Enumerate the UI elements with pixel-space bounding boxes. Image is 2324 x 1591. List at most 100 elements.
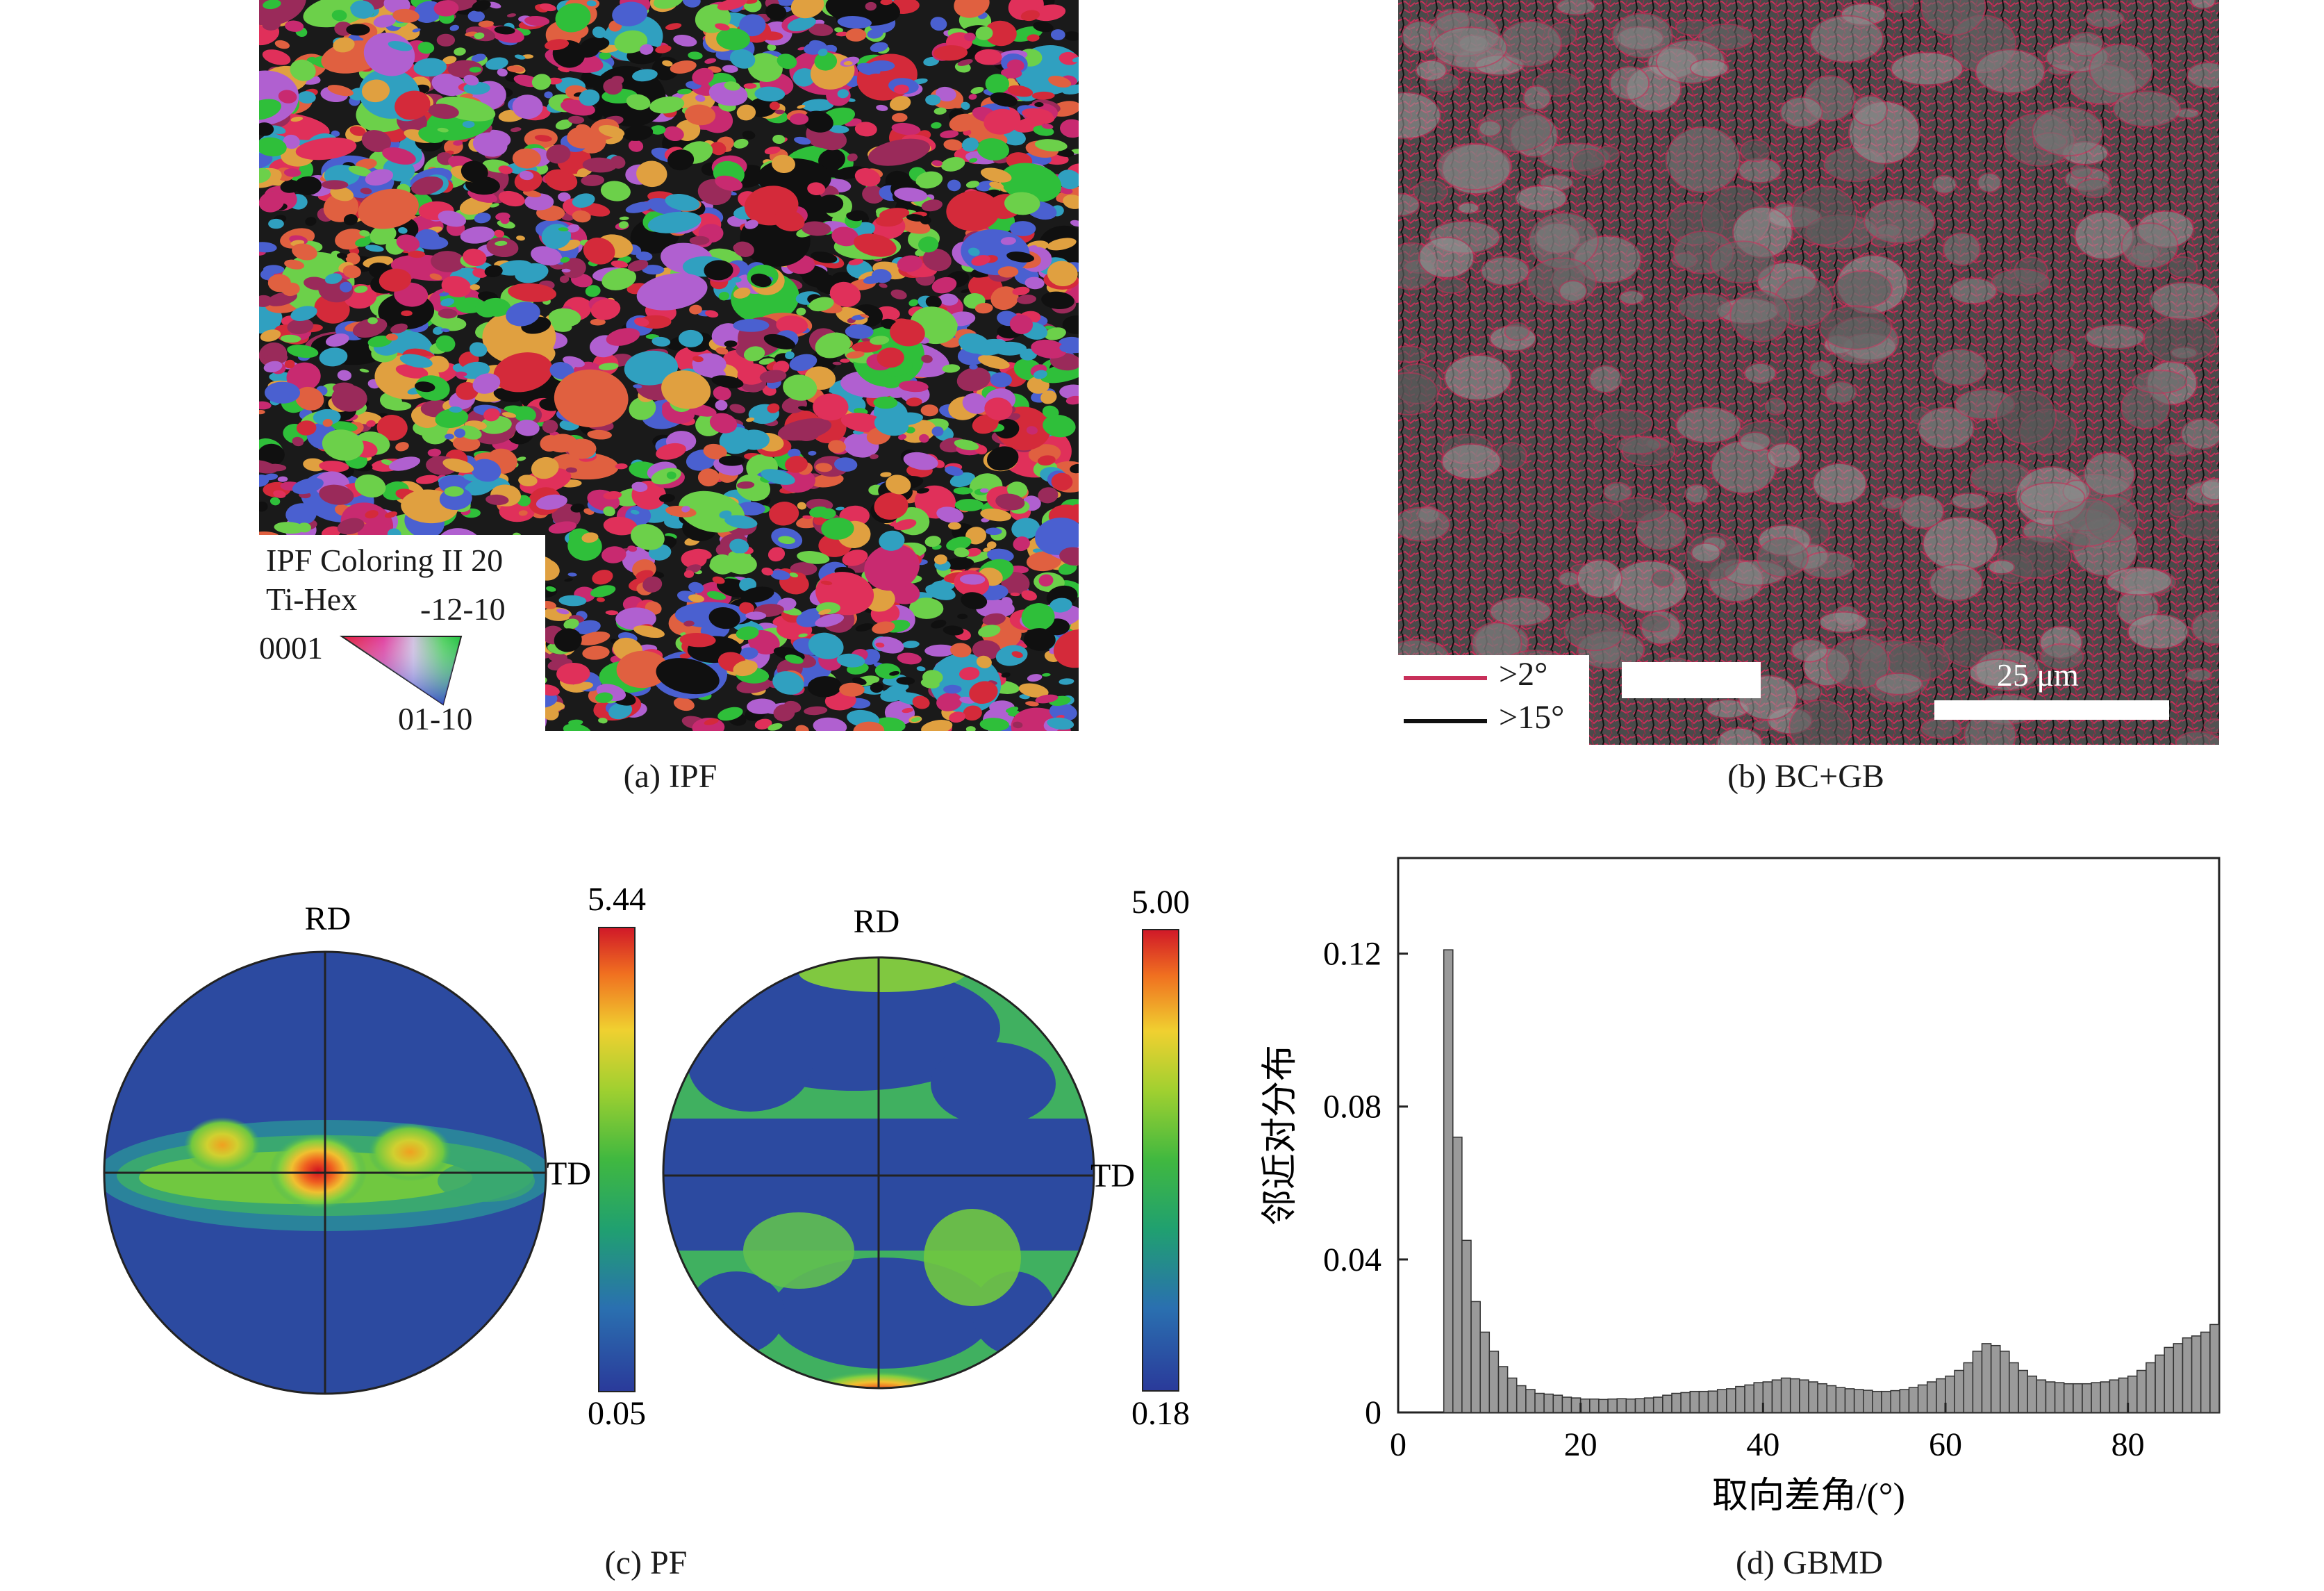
ipf-grain <box>715 175 743 191</box>
ipf-grain <box>733 318 770 332</box>
ipf-grain <box>330 421 358 432</box>
ipf-grain <box>495 240 508 246</box>
ipf-grain <box>274 522 305 534</box>
ipf-grain <box>360 188 372 195</box>
ipf-grain <box>1035 694 1059 704</box>
bc-grain <box>1556 0 1596 16</box>
bc-grain <box>1618 290 1645 306</box>
ipf-grain <box>630 509 640 515</box>
ipf-grain <box>870 336 890 345</box>
ipf-grain <box>636 273 708 311</box>
ipf-grain <box>880 472 892 477</box>
ipf-grain <box>804 706 828 716</box>
bc-grain <box>1826 638 1891 689</box>
ipf-grain <box>972 414 999 434</box>
ipf-grain <box>336 253 348 259</box>
ipf-grain <box>864 544 920 591</box>
gb-legend: >2° >15° <box>1398 655 1589 745</box>
ipf-grain <box>1024 628 1056 651</box>
bc-grain <box>1398 345 1427 363</box>
ipf-grain <box>921 199 943 212</box>
white-marker <box>1622 662 1761 698</box>
histogram-bar <box>2063 1383 2074 1413</box>
ipf-grain <box>453 140 463 146</box>
ipf-grain <box>1047 238 1077 251</box>
ipf-grain <box>797 551 830 564</box>
ipf-grain <box>724 515 758 529</box>
histogram-bar <box>2136 1369 2147 1413</box>
ipf-grain <box>828 125 849 133</box>
ipf-grain <box>280 334 301 343</box>
ipf-grain <box>333 55 353 69</box>
ipf-grain <box>629 397 656 420</box>
ipf-grain <box>678 329 704 347</box>
ipf-grain <box>501 412 517 418</box>
histogram-bar <box>1963 1362 1974 1413</box>
ipf-grain <box>365 169 394 186</box>
ipf-grain <box>414 381 435 393</box>
ipf-grain <box>263 361 283 373</box>
ipf-grain <box>1007 85 1034 97</box>
ipf-legend: IPF Coloring II 20 Ti-Hex -12-10 0001 01… <box>259 535 545 736</box>
ipf-grain <box>486 237 519 258</box>
ipf-grain <box>481 297 511 317</box>
ipf-grain <box>807 182 826 196</box>
ipf-grain <box>590 318 606 326</box>
ipf-grain <box>485 57 508 70</box>
ipf-grain <box>259 137 287 157</box>
ipf-grain <box>263 0 281 10</box>
x-tick-label: 80 <box>2111 1426 2145 1463</box>
ipf-grain <box>733 287 751 299</box>
ipf-grain <box>259 191 285 213</box>
ipf-grain <box>889 670 899 676</box>
ipf-grain <box>259 501 268 512</box>
ipf-grain <box>1072 56 1079 63</box>
ipf-grain <box>808 297 834 312</box>
bc-grain <box>1677 292 1732 322</box>
ipf-grain <box>576 168 589 178</box>
ipf-grain <box>296 420 317 436</box>
ipf-grain <box>514 54 526 60</box>
bc-grain <box>1558 570 1581 587</box>
bc-grain <box>1444 354 1512 401</box>
ipf-grain <box>941 156 965 172</box>
ipf-grain <box>325 333 349 347</box>
histogram-bar <box>1835 1387 1846 1413</box>
bc-gb-map <box>1398 0 2219 745</box>
ipf-grain <box>673 697 695 711</box>
ipf-grain <box>861 338 871 343</box>
ipf-grain <box>920 404 938 417</box>
ipf-grain <box>836 506 845 511</box>
ipf-grain <box>1047 717 1074 730</box>
bc-grain <box>1812 463 1868 504</box>
ipf-grain <box>556 662 590 685</box>
ipf-grain <box>683 620 695 627</box>
ipf-grain <box>367 336 392 347</box>
ipf-grain <box>558 67 570 73</box>
ipf-grain <box>767 723 783 731</box>
histogram-bar <box>1863 1390 1873 1413</box>
ipf-grain <box>795 725 809 731</box>
ipf-grain <box>982 613 1006 626</box>
ipf-grain <box>890 319 925 347</box>
ipf-grain <box>490 203 499 208</box>
ipf-grain <box>956 367 991 392</box>
ipf-grain <box>809 506 829 518</box>
bc-grain <box>2050 349 2076 372</box>
ipf-grain <box>578 47 599 58</box>
ipf-grain <box>950 643 972 658</box>
bc-grain <box>1818 611 1868 634</box>
ipf-grain <box>331 10 347 22</box>
bc-grain <box>1949 277 1998 305</box>
ipf-grain <box>764 146 781 155</box>
ipf-grain <box>759 370 787 384</box>
bc-grain <box>1495 442 1527 470</box>
ipf-grain <box>485 494 509 505</box>
ipf-grain <box>1007 481 1028 498</box>
ipf-grain <box>681 506 690 513</box>
ipf-grain <box>1010 592 1020 597</box>
ipf-grain <box>790 0 824 19</box>
ipf-grain <box>828 440 846 454</box>
ipf-grain <box>798 633 808 638</box>
ipf-grain <box>704 718 719 725</box>
